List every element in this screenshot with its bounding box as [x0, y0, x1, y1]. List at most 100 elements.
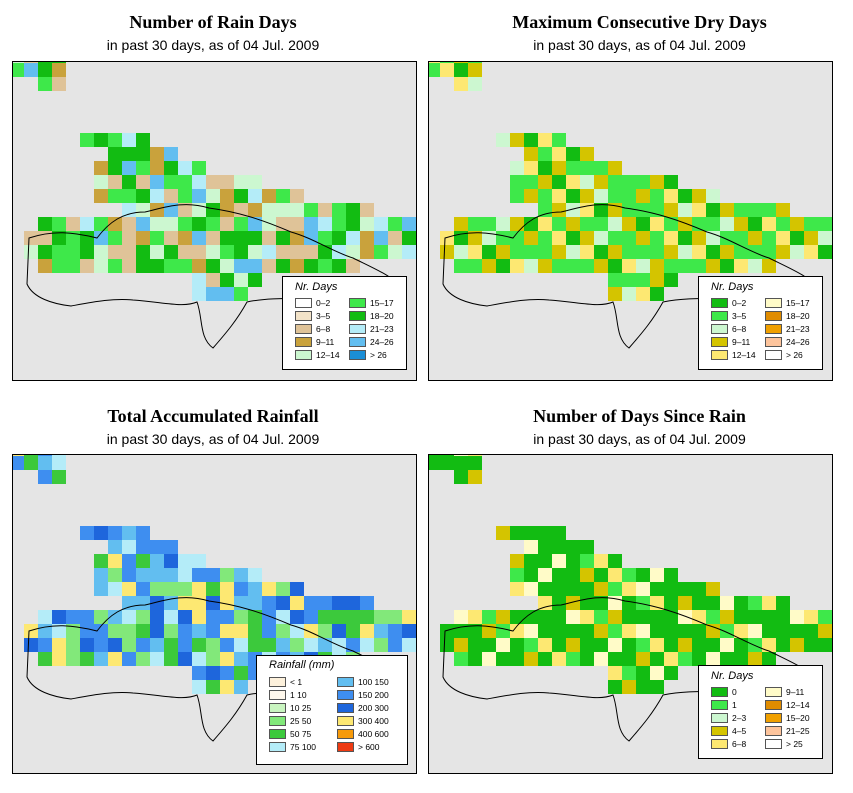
- grid-cell: [234, 638, 248, 652]
- grid-cell: [650, 568, 664, 582]
- grid-cell: [790, 610, 804, 624]
- grid-cell: [234, 189, 248, 203]
- legend-item: 0–2: [711, 297, 746, 308]
- legend-swatch: [765, 297, 782, 308]
- grid-cell: [164, 582, 178, 596]
- grid-cell: [150, 245, 164, 259]
- grid-cell: [552, 161, 566, 175]
- grid-cell: [552, 554, 566, 568]
- grid-cell: [664, 596, 678, 610]
- grid-cell: [776, 203, 790, 217]
- legend-label: 18–20: [370, 310, 394, 321]
- grid-cell: [262, 231, 276, 245]
- grid-cell: [38, 638, 52, 652]
- grid-cell: [566, 175, 580, 189]
- grid-cell: [108, 245, 122, 259]
- grid-cell: [594, 217, 608, 231]
- grid-cell: [804, 624, 818, 638]
- grid-cell: [290, 582, 304, 596]
- grid-cell: [108, 652, 122, 666]
- grid-cell: [552, 638, 566, 652]
- grid-cell: [538, 189, 552, 203]
- grid-cell: [52, 62, 66, 63]
- grid-cell: [234, 273, 248, 287]
- grid-cell: [566, 231, 580, 245]
- grid-cell: [468, 217, 482, 231]
- grid-cell: [636, 680, 650, 694]
- grid-cell: [552, 133, 566, 147]
- grid-cell: [248, 610, 262, 624]
- grid-cell: [108, 526, 122, 540]
- grid-cell: [206, 287, 220, 301]
- grid-cell: [440, 455, 454, 456]
- grid-cell: [192, 175, 206, 189]
- grid-cell: [178, 231, 192, 245]
- grid-cell: [538, 540, 552, 554]
- grid-cell: [206, 175, 220, 189]
- grid-cell: [496, 526, 510, 540]
- grid-cell: [748, 217, 762, 231]
- grid-cell: [804, 638, 818, 652]
- grid-cell: [178, 624, 192, 638]
- panel-subtitle: in past 30 days, as of 04 Jul. 2009: [106, 431, 320, 447]
- grid-cell: [720, 231, 734, 245]
- grid-cell: [650, 231, 664, 245]
- grid-cell: [262, 624, 276, 638]
- grid-cell: [164, 217, 178, 231]
- grid-cell: [664, 175, 678, 189]
- grid-cell: [122, 147, 136, 161]
- grid-cell: [580, 568, 594, 582]
- grid-cell: [150, 582, 164, 596]
- grid-cell: [234, 624, 248, 638]
- grid-cell: [276, 189, 290, 203]
- grid-cell: [262, 259, 276, 273]
- grid-cell: [468, 610, 482, 624]
- legend-item: 18–20: [765, 310, 810, 321]
- legend-label: 9–11: [786, 686, 805, 697]
- grid-cell: [762, 259, 776, 273]
- legend-swatch: [337, 676, 354, 687]
- grid-cell: [594, 189, 608, 203]
- grid-cell: [440, 624, 454, 638]
- grid-cell: [482, 652, 496, 666]
- panel-total-rainfall: Total Accumulated Rainfall in past 30 da…: [0, 396, 426, 793]
- grid-cell: [566, 259, 580, 273]
- grid-cell: [692, 596, 706, 610]
- grid-cell: [650, 189, 664, 203]
- legend-swatch: [765, 323, 782, 334]
- grid-cell: [38, 456, 52, 470]
- grid-cell: [608, 287, 622, 301]
- grid-cell: [402, 217, 416, 231]
- grid-cell: [608, 638, 622, 652]
- grid-cell: [80, 217, 94, 231]
- grid-cell: [552, 245, 566, 259]
- grid-cell: [622, 287, 636, 301]
- grid-cell: [374, 624, 388, 638]
- grid-cell: [650, 666, 664, 680]
- grid-cell: [94, 189, 108, 203]
- grid-cell: [332, 596, 346, 610]
- grid-cell: [192, 287, 206, 301]
- grid-cell: [192, 231, 206, 245]
- grid-cell: [580, 161, 594, 175]
- grid-cell: [122, 203, 136, 217]
- legend-label: > 26: [786, 349, 803, 360]
- grid-cell: [206, 245, 220, 259]
- grid-cell: [804, 231, 818, 245]
- grid-cell: [748, 596, 762, 610]
- grid-cell: [538, 610, 552, 624]
- grid-cell: [192, 161, 206, 175]
- grid-cell: [468, 455, 482, 456]
- grid-cell: [402, 610, 416, 624]
- panel-subtitle: in past 30 days, as of 04 Jul. 2009: [106, 37, 320, 53]
- grid-cell: [510, 217, 524, 231]
- legend-swatch: [765, 725, 782, 736]
- legend-swatch: [765, 699, 782, 710]
- legend-swatch: [295, 297, 312, 308]
- grid-cell: [818, 231, 832, 245]
- grid-cell: [762, 203, 776, 217]
- grid-cell: [38, 217, 52, 231]
- grid-cell: [734, 596, 748, 610]
- grid-cell: [482, 259, 496, 273]
- grid-cell: [164, 161, 178, 175]
